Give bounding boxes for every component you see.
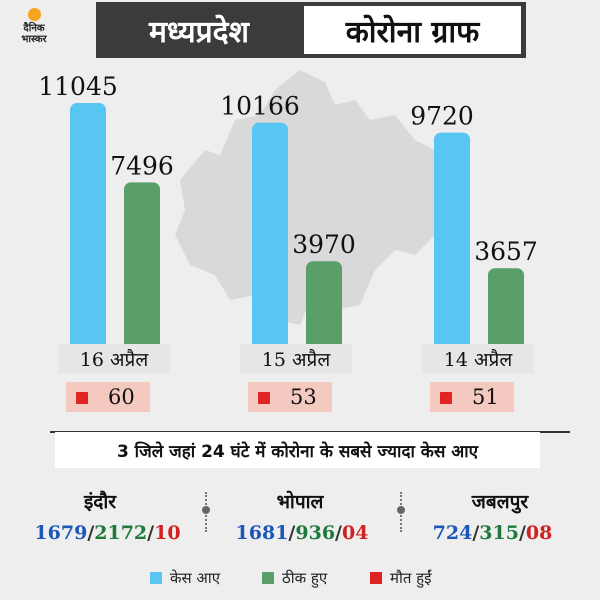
cases-value: 1681 xyxy=(235,522,289,544)
legend-deaths: मौत हुईं xyxy=(370,566,432,590)
dainik-bhaskar-logo: दैनिक भास्कर xyxy=(10,8,54,48)
value-label-recovered-1: 3970 xyxy=(292,230,356,259)
sun-icon xyxy=(28,8,41,21)
death-marker-icon xyxy=(440,392,452,404)
death-marker-icon xyxy=(258,392,270,404)
bar-recovered-1 xyxy=(306,261,342,358)
deaths-box-0: 60 xyxy=(66,382,150,412)
logo-text-line1: दैनिक xyxy=(23,23,45,34)
title-graph: कोरोना ग्राफ xyxy=(304,6,521,54)
deaths-value: 10 xyxy=(154,522,181,544)
madhya-pradesh-map xyxy=(175,70,455,325)
bar-recovered-2 xyxy=(488,268,524,358)
recovered-value: 315 xyxy=(479,522,519,544)
deaths-box-1: 53 xyxy=(248,382,332,412)
bar-cases-0 xyxy=(70,103,106,358)
legend-swatch-cases xyxy=(150,572,162,584)
death-marker-icon xyxy=(76,392,88,404)
cases-value: 1679 xyxy=(34,522,88,544)
city-stats-bhopal: 1681/936/04 xyxy=(235,522,369,544)
deaths-value-0: 60 xyxy=(108,385,135,409)
date-label-0: 16 अप्रैल xyxy=(58,344,170,374)
city-stats-indore: 1679/2172/10 xyxy=(34,522,181,544)
bar-recovered-0 xyxy=(124,182,160,358)
legend-label-recovered: ठीक हुए xyxy=(282,569,328,587)
separator-dot xyxy=(397,506,405,514)
city-name-jabalpur: जबलपुर xyxy=(471,491,529,513)
value-label-cases-1: 10166 xyxy=(220,92,300,121)
legend-recovered: ठीक हुए xyxy=(262,566,327,590)
deaths-value-1: 53 xyxy=(290,385,317,409)
legend-swatch-recovered xyxy=(262,572,274,584)
recovered-value: 2172 xyxy=(94,522,148,544)
legend-swatch-deaths xyxy=(370,572,382,584)
recovered-value: 936 xyxy=(295,522,336,544)
logo-text-line2: भास्कर xyxy=(21,34,47,45)
cases-value: 724 xyxy=(432,522,473,544)
value-label-recovered-2: 3657 xyxy=(474,237,538,266)
separator-dot xyxy=(202,506,210,514)
deaths-value: 08 xyxy=(525,522,553,544)
value-label-cases-2: 9720 xyxy=(410,102,474,131)
value-label-cases-0: 11045 xyxy=(38,72,118,101)
city-name-indore: इंदौर xyxy=(83,491,117,513)
legend-label-cases: केस आए xyxy=(170,569,221,587)
value-label-recovered-0: 7496 xyxy=(110,151,174,180)
logo-text: दैनिक भास्कर xyxy=(10,23,58,45)
bar-cases-1 xyxy=(252,122,288,358)
date-label-1: 15 अप्रैल xyxy=(240,344,352,374)
deaths-value: 04 xyxy=(342,522,369,544)
legend-cases: केस आए xyxy=(150,566,220,590)
district-heading: 3 जिले जहां 24 घंटे में कोरोना के सबसे ज… xyxy=(55,432,540,468)
city-stats-jabalpur: 724/315/08 xyxy=(432,522,553,544)
bar-chart: 11045 7496 10166 3970 9720 3657 xyxy=(38,72,538,358)
city-name-bhopal: भोपाल xyxy=(276,491,324,513)
legend-label-deaths: मौत हुईं xyxy=(390,569,432,587)
date-label-2: 14 अप्रैल xyxy=(422,344,534,374)
bar-cases-2 xyxy=(434,132,470,358)
deaths-value-2: 51 xyxy=(472,385,499,409)
deaths-box-2: 51 xyxy=(430,382,514,412)
title-state: मध्यप्रदेश xyxy=(148,14,250,50)
